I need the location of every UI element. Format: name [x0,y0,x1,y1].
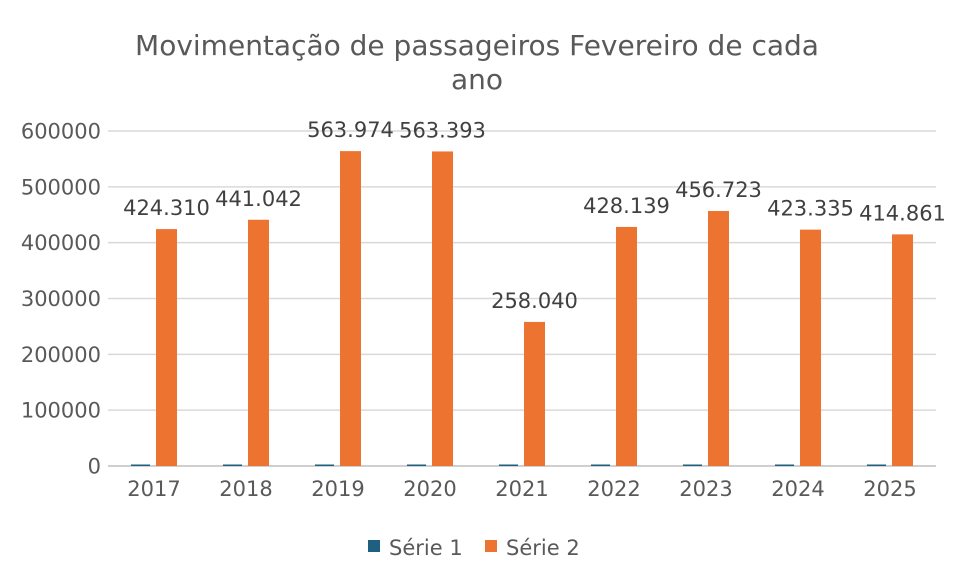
x-tick-label: 2025 [863,477,916,501]
y-axis-ticks: 0 100000 200000 300000 400000 500000 600000 [21,120,101,479]
bar-serie-2 [432,151,453,466]
bar-serie-2 [892,234,913,466]
data-label: 414.861 [859,201,946,225]
bar-serie-2 [248,219,269,466]
x-tick-label: 2023 [679,477,732,501]
bar-serie-1 [499,464,518,466]
y-tick-label: 100000 [21,399,101,423]
bar-serie-2 [800,229,821,466]
bar-serie-2 [616,226,637,466]
bar-serie-1 [683,464,702,466]
bar-serie-1 [407,464,426,466]
legend-swatch [368,540,380,552]
x-tick-label: 2017 [127,477,180,501]
x-tick-label: 2018 [219,477,272,501]
data-label: 456.723 [675,178,762,202]
data-label: 441.042 [215,187,302,211]
data-label: 423.335 [767,197,854,221]
y-tick-label: 300000 [21,287,101,311]
chart-title-line-2: ano [451,63,503,96]
bar-serie-2 [524,321,545,466]
y-tick-label: 200000 [21,343,101,367]
y-tick-label: 600000 [21,120,101,144]
bar-serie-1 [591,464,610,466]
y-tick-label: 0 [88,455,101,479]
x-tick-label: 2022 [587,477,640,501]
legend-label: Série 2 [506,536,580,560]
data-label: 424.310 [123,196,210,220]
bars [131,151,913,467]
legend: Série 1 Série 2 [368,536,580,560]
data-label: 563.974 [307,118,394,142]
gridlines [108,130,936,467]
legend-swatch [485,540,497,552]
bar-serie-2 [156,229,177,466]
y-tick-label: 400000 [21,231,101,255]
x-tick-label: 2024 [771,477,824,501]
x-tick-label: 2019 [311,477,364,501]
bar-serie-1 [867,464,886,466]
chart-title: Movimentação de passageiros Fevereiro de… [135,29,819,96]
bar-serie-2 [708,210,729,466]
data-label: 563.393 [399,118,486,142]
bar-serie-1 [315,464,334,466]
bar-serie-1 [223,464,242,466]
bar-serie-2 [340,151,361,467]
data-labels: 424.310 441.042 563.974 563.393 258.040 428.1… [123,118,946,313]
x-tick-label: 2020 [403,477,456,501]
x-tick-label: 2021 [495,477,548,501]
chart-title-line-1: Movimentação de passageiros Fevereiro de… [135,29,819,62]
y-tick-label: 500000 [21,175,101,199]
data-label: 428.139 [583,194,670,218]
bar-serie-1 [131,464,150,466]
x-axis-ticks: 2017 2018 2019 2020 2021 2022 2023 2024 2025 [127,477,916,501]
data-label: 258.040 [491,289,578,313]
bar-serie-1 [775,464,794,466]
legend-label: Série 1 [389,536,463,560]
